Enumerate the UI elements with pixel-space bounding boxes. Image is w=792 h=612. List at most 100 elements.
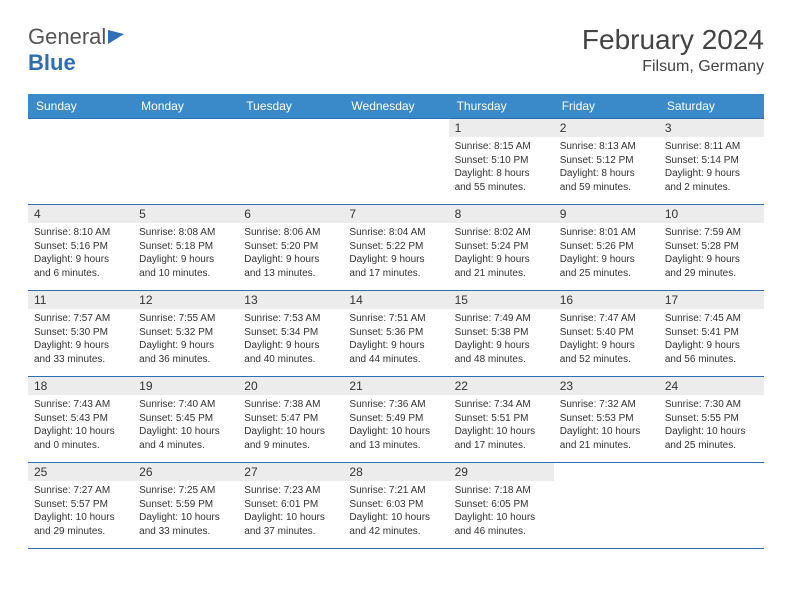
sunset-text: Sunset: 5:45 PM	[139, 412, 232, 426]
calendar-cell: 7Sunrise: 8:04 AMSunset: 5:22 PMDaylight…	[343, 205, 448, 291]
sunrise-text: Sunrise: 8:13 AM	[560, 140, 653, 154]
day-number: 29	[449, 463, 554, 481]
sunrise-text: Sunrise: 8:08 AM	[139, 226, 232, 240]
day-details: Sunrise: 7:27 AMSunset: 5:57 PMDaylight:…	[28, 481, 133, 542]
day-number: 11	[28, 291, 133, 309]
weekday-thursday: Thursday	[449, 94, 554, 119]
calendar-cell: 2Sunrise: 8:13 AMSunset: 5:12 PMDaylight…	[554, 119, 659, 205]
daylight-text: Daylight: 9 hours and 21 minutes.	[455, 253, 548, 280]
daylight-text: Daylight: 10 hours and 21 minutes.	[560, 425, 653, 452]
calendar-cell: 3Sunrise: 8:11 AMSunset: 5:14 PMDaylight…	[659, 119, 764, 205]
day-number: 8	[449, 205, 554, 223]
sunset-text: Sunset: 5:28 PM	[665, 240, 758, 254]
daylight-text: Daylight: 10 hours and 33 minutes.	[139, 511, 232, 538]
day-number: 20	[238, 377, 343, 395]
weekday-monday: Monday	[133, 94, 238, 119]
day-details: Sunrise: 8:13 AMSunset: 5:12 PMDaylight:…	[554, 137, 659, 198]
calendar-cell	[238, 119, 343, 205]
calendar-cell: 27Sunrise: 7:23 AMSunset: 6:01 PMDayligh…	[238, 463, 343, 549]
sunrise-text: Sunrise: 8:01 AM	[560, 226, 653, 240]
day-number: 7	[343, 205, 448, 223]
sunset-text: Sunset: 5:41 PM	[665, 326, 758, 340]
sunset-text: Sunset: 5:59 PM	[139, 498, 232, 512]
day-details: Sunrise: 8:01 AMSunset: 5:26 PMDaylight:…	[554, 223, 659, 284]
sunrise-text: Sunrise: 7:57 AM	[34, 312, 127, 326]
day-number: 27	[238, 463, 343, 481]
day-details: Sunrise: 7:25 AMSunset: 5:59 PMDaylight:…	[133, 481, 238, 542]
sunset-text: Sunset: 5:51 PM	[455, 412, 548, 426]
sunrise-text: Sunrise: 7:38 AM	[244, 398, 337, 412]
calendar-cell: 6Sunrise: 8:06 AMSunset: 5:20 PMDaylight…	[238, 205, 343, 291]
daylight-text: Daylight: 9 hours and 25 minutes.	[560, 253, 653, 280]
day-details: Sunrise: 7:49 AMSunset: 5:38 PMDaylight:…	[449, 309, 554, 370]
day-number: 17	[659, 291, 764, 309]
day-number: 3	[659, 119, 764, 137]
sunrise-text: Sunrise: 7:51 AM	[349, 312, 442, 326]
calendar-cell: 12Sunrise: 7:55 AMSunset: 5:32 PMDayligh…	[133, 291, 238, 377]
daylight-text: Daylight: 10 hours and 29 minutes.	[34, 511, 127, 538]
day-number: 6	[238, 205, 343, 223]
sunset-text: Sunset: 5:38 PM	[455, 326, 548, 340]
weekday-saturday: Saturday	[659, 94, 764, 119]
weekday-tuesday: Tuesday	[238, 94, 343, 119]
calendar-cell: 11Sunrise: 7:57 AMSunset: 5:30 PMDayligh…	[28, 291, 133, 377]
sunset-text: Sunset: 5:34 PM	[244, 326, 337, 340]
sunrise-text: Sunrise: 7:18 AM	[455, 484, 548, 498]
weekday-friday: Friday	[554, 94, 659, 119]
day-number: 1	[449, 119, 554, 137]
calendar-cell: 24Sunrise: 7:30 AMSunset: 5:55 PMDayligh…	[659, 377, 764, 463]
calendar-cell: 21Sunrise: 7:36 AMSunset: 5:49 PMDayligh…	[343, 377, 448, 463]
calendar-cell	[28, 119, 133, 205]
sunset-text: Sunset: 5:32 PM	[139, 326, 232, 340]
sunrise-text: Sunrise: 8:15 AM	[455, 140, 548, 154]
day-number: 13	[238, 291, 343, 309]
weekday-sunday: Sunday	[28, 94, 133, 119]
sunset-text: Sunset: 5:47 PM	[244, 412, 337, 426]
daylight-text: Daylight: 10 hours and 42 minutes.	[349, 511, 442, 538]
day-details: Sunrise: 7:45 AMSunset: 5:41 PMDaylight:…	[659, 309, 764, 370]
day-details: Sunrise: 7:59 AMSunset: 5:28 PMDaylight:…	[659, 223, 764, 284]
sunset-text: Sunset: 5:30 PM	[34, 326, 127, 340]
day-number: 10	[659, 205, 764, 223]
daylight-text: Daylight: 10 hours and 25 minutes.	[665, 425, 758, 452]
daylight-text: Daylight: 10 hours and 4 minutes.	[139, 425, 232, 452]
day-details: Sunrise: 7:21 AMSunset: 6:03 PMDaylight:…	[343, 481, 448, 542]
daylight-text: Daylight: 9 hours and 48 minutes.	[455, 339, 548, 366]
day-number: 25	[28, 463, 133, 481]
logo-text: General Blue	[28, 24, 124, 76]
day-details: Sunrise: 7:40 AMSunset: 5:45 PMDaylight:…	[133, 395, 238, 456]
sunrise-text: Sunrise: 7:30 AM	[665, 398, 758, 412]
day-details: Sunrise: 7:38 AMSunset: 5:47 PMDaylight:…	[238, 395, 343, 456]
day-details: Sunrise: 7:53 AMSunset: 5:34 PMDaylight:…	[238, 309, 343, 370]
day-number: 4	[28, 205, 133, 223]
day-details: Sunrise: 7:57 AMSunset: 5:30 PMDaylight:…	[28, 309, 133, 370]
calendar-body: 1Sunrise: 8:15 AMSunset: 5:10 PMDaylight…	[28, 119, 764, 549]
sunrise-text: Sunrise: 8:10 AM	[34, 226, 127, 240]
sunrise-text: Sunrise: 7:36 AM	[349, 398, 442, 412]
logo: General Blue	[28, 24, 124, 76]
calendar-cell	[343, 119, 448, 205]
sunset-text: Sunset: 5:26 PM	[560, 240, 653, 254]
daylight-text: Daylight: 10 hours and 13 minutes.	[349, 425, 442, 452]
calendar-cell: 10Sunrise: 7:59 AMSunset: 5:28 PMDayligh…	[659, 205, 764, 291]
sunrise-text: Sunrise: 8:02 AM	[455, 226, 548, 240]
day-details: Sunrise: 7:18 AMSunset: 6:05 PMDaylight:…	[449, 481, 554, 542]
sunrise-text: Sunrise: 7:34 AM	[455, 398, 548, 412]
daylight-text: Daylight: 9 hours and 10 minutes.	[139, 253, 232, 280]
sunset-text: Sunset: 5:24 PM	[455, 240, 548, 254]
sunrise-text: Sunrise: 7:55 AM	[139, 312, 232, 326]
calendar-cell: 20Sunrise: 7:38 AMSunset: 5:47 PMDayligh…	[238, 377, 343, 463]
day-details: Sunrise: 7:32 AMSunset: 5:53 PMDaylight:…	[554, 395, 659, 456]
sunrise-text: Sunrise: 8:11 AM	[665, 140, 758, 154]
sunset-text: Sunset: 5:36 PM	[349, 326, 442, 340]
calendar-cell: 23Sunrise: 7:32 AMSunset: 5:53 PMDayligh…	[554, 377, 659, 463]
daylight-text: Daylight: 8 hours and 59 minutes.	[560, 167, 653, 194]
sunrise-text: Sunrise: 7:47 AM	[560, 312, 653, 326]
day-details: Sunrise: 8:02 AMSunset: 5:24 PMDaylight:…	[449, 223, 554, 284]
calendar-cell: 18Sunrise: 7:43 AMSunset: 5:43 PMDayligh…	[28, 377, 133, 463]
daylight-text: Daylight: 9 hours and 40 minutes.	[244, 339, 337, 366]
day-number: 19	[133, 377, 238, 395]
day-number: 21	[343, 377, 448, 395]
calendar-cell	[133, 119, 238, 205]
day-number: 28	[343, 463, 448, 481]
